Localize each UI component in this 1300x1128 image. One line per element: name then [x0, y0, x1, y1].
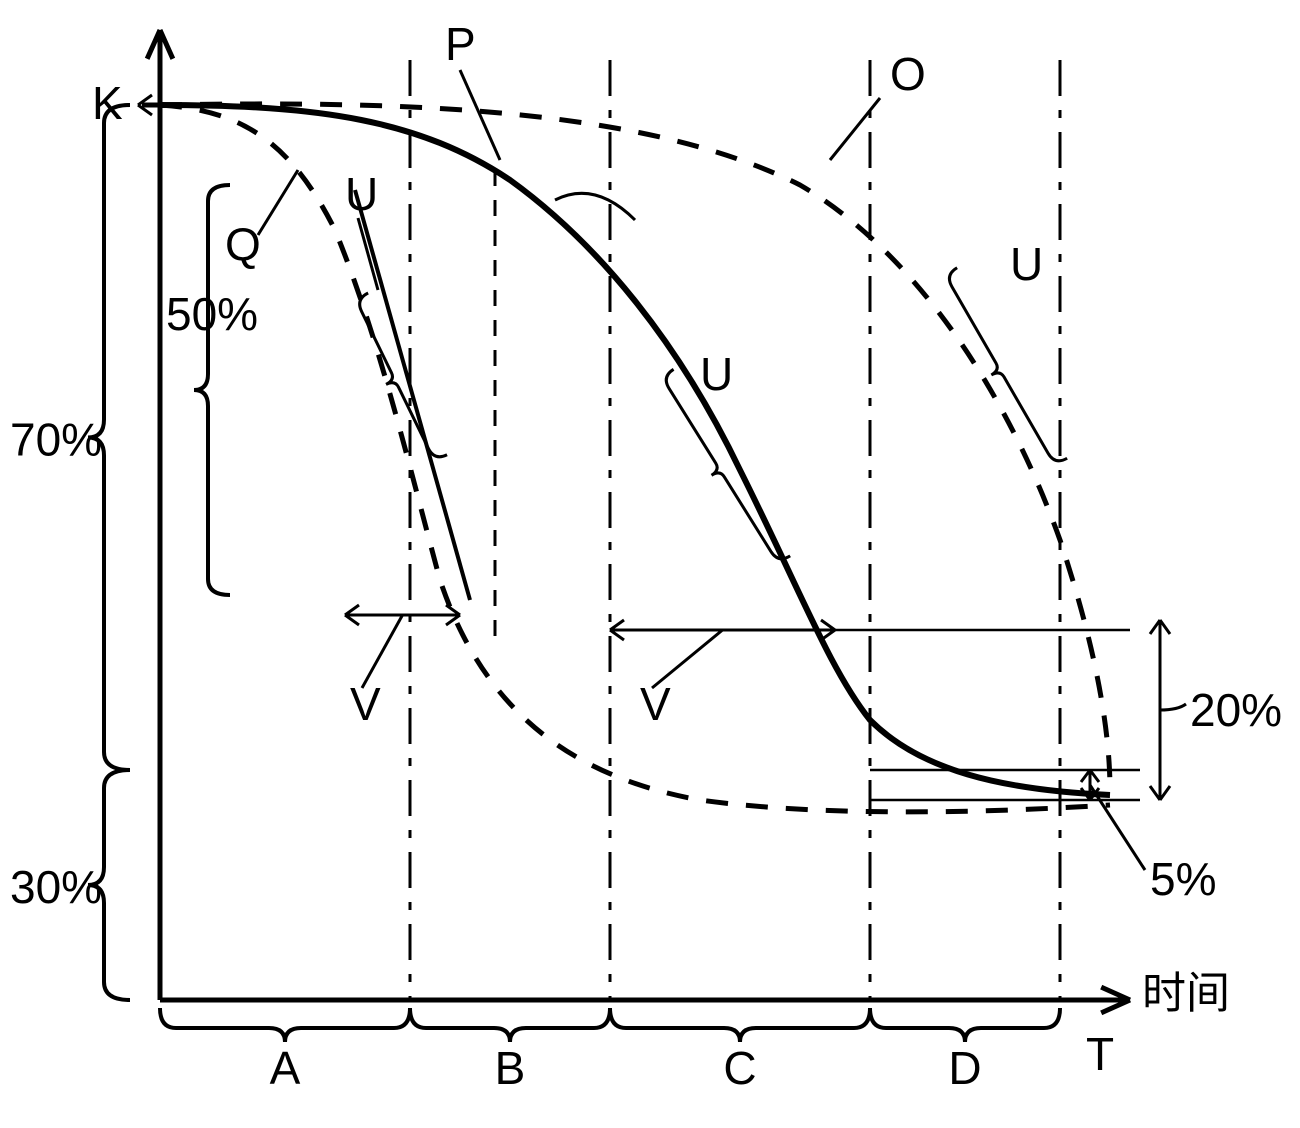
k-label: K: [92, 77, 123, 129]
label-70pct: 70%: [10, 414, 102, 466]
curve-p: [160, 105, 1110, 795]
segment-label: B: [495, 1042, 526, 1094]
label-50pct: 50%: [166, 288, 258, 340]
curve-q: [160, 105, 1110, 812]
segment-label: A: [270, 1042, 301, 1094]
curve-o: [160, 104, 1110, 790]
label-5pct: 5%: [1150, 853, 1216, 905]
segment-label: D: [948, 1042, 981, 1094]
curves: [160, 104, 1110, 812]
label-v: V: [350, 678, 381, 730]
u-marker: [936, 268, 1067, 471]
segment-brace: [870, 1008, 1060, 1042]
segment-brace: [160, 1008, 410, 1042]
axes: [138, 30, 1130, 1013]
label-20pct: 20%: [1190, 684, 1282, 736]
segment-label: C: [723, 1042, 756, 1094]
label-o: O: [890, 48, 926, 100]
x-axis-label: 时间: [1142, 969, 1230, 1018]
label-u-o: U: [1010, 238, 1043, 290]
label-30pct: 30%: [10, 861, 102, 913]
v-marker: [345, 605, 460, 688]
label-q: Q: [225, 218, 261, 270]
region-dividers: [410, 60, 1060, 1000]
label-v: V: [640, 678, 671, 730]
segment-brace: [610, 1008, 870, 1042]
tangent-line: [355, 190, 470, 600]
label-u-p: U: [700, 348, 733, 400]
t-label: T: [1086, 1028, 1114, 1080]
u-marker: [347, 293, 447, 465]
segment-brace: [410, 1008, 610, 1042]
label-p: P: [445, 18, 476, 70]
